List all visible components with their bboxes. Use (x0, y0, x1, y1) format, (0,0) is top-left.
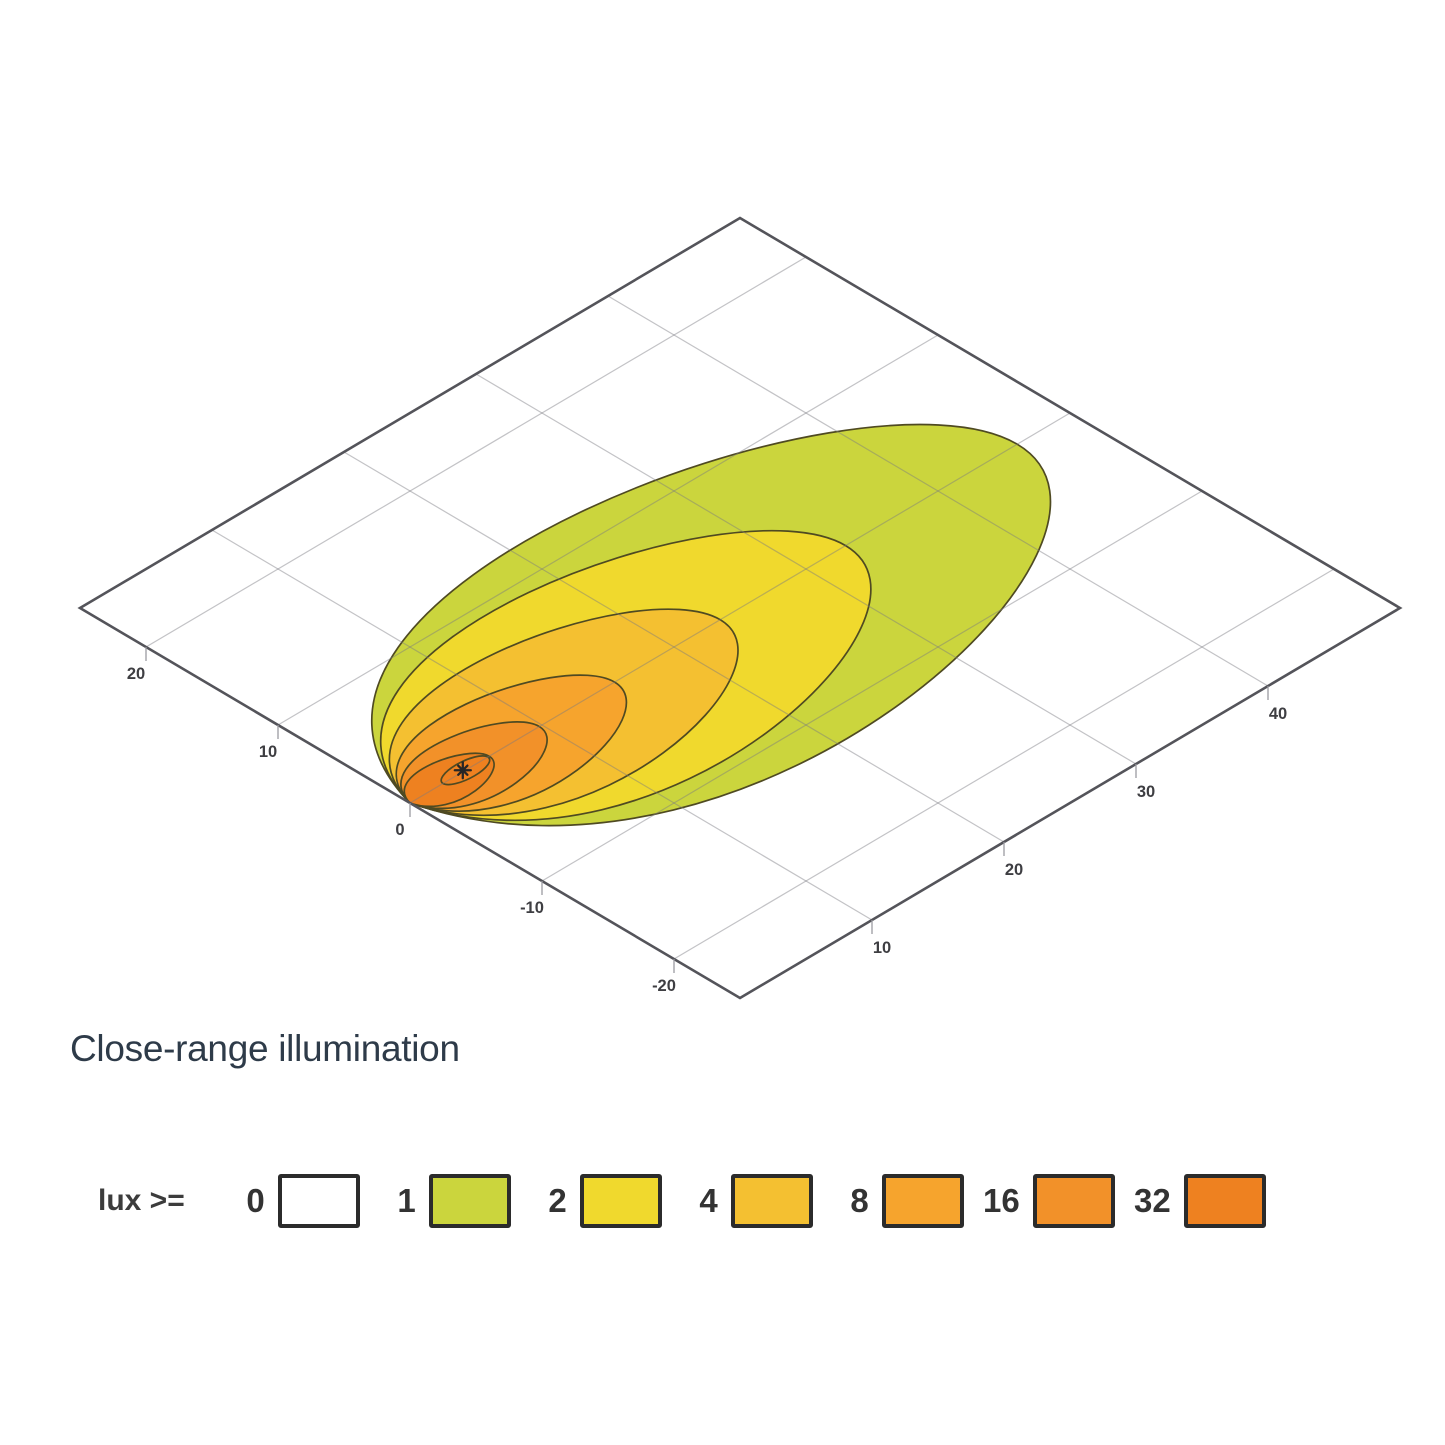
legend-value: 16 (983, 1182, 1020, 1219)
plot-border (77, 216, 1403, 1000)
chart-title: Close-range illumination (70, 1028, 460, 1069)
legend-swatch-3 (730, 1174, 813, 1228)
legend-label: lux >= (98, 1184, 185, 1217)
legend-item-2: 2 (521, 1174, 662, 1228)
legend-value: 2 (548, 1182, 567, 1219)
tick-label: 30 (1137, 783, 1155, 801)
legend-item-32: 32 (1125, 1174, 1266, 1228)
tick-label: 0 (395, 821, 404, 839)
legend-swatch-4 (881, 1174, 964, 1228)
legend-swatch-5 (1032, 1174, 1115, 1228)
legend-value: 32 (1134, 1182, 1171, 1219)
isolux-contours (246, 347, 1181, 900)
legend-item-8: 8 (823, 1174, 964, 1228)
hotspot-star-marker (453, 761, 472, 780)
legend-swatch-1 (428, 1174, 511, 1228)
tick-label: 40 (1269, 705, 1287, 723)
tick-label: -20 (652, 977, 676, 995)
legend-value: 8 (850, 1182, 869, 1219)
legend-swatch-0 (277, 1174, 360, 1228)
legend-item-0: 0 (219, 1174, 360, 1228)
legend-value: 0 (246, 1182, 265, 1219)
tick-label: 10 (259, 743, 277, 761)
legend-item-4: 4 (672, 1174, 813, 1228)
legend-swatch-2 (579, 1174, 662, 1228)
tick-label: 10 (873, 939, 891, 957)
legend-swatch-6 (1183, 1174, 1266, 1228)
tick-label: -10 (520, 899, 544, 917)
lux-legend: lux >= 0 1 2 4 8 16 32 (98, 1172, 1276, 1230)
tick-label: 20 (127, 665, 145, 683)
legend-item-1: 1 (370, 1174, 511, 1228)
axis-ticks: 20 10 0 -10 -20 10 20 30 40 (127, 647, 1287, 995)
grid-lines (145, 256, 1335, 960)
isolux-contour-plot: 20 10 0 -10 -20 10 20 30 40 (77, 216, 1403, 1000)
legend-item-16: 16 (974, 1174, 1115, 1228)
legend-value: 4 (699, 1182, 718, 1219)
tick-label: 20 (1005, 861, 1023, 879)
legend-value: 1 (397, 1182, 416, 1219)
